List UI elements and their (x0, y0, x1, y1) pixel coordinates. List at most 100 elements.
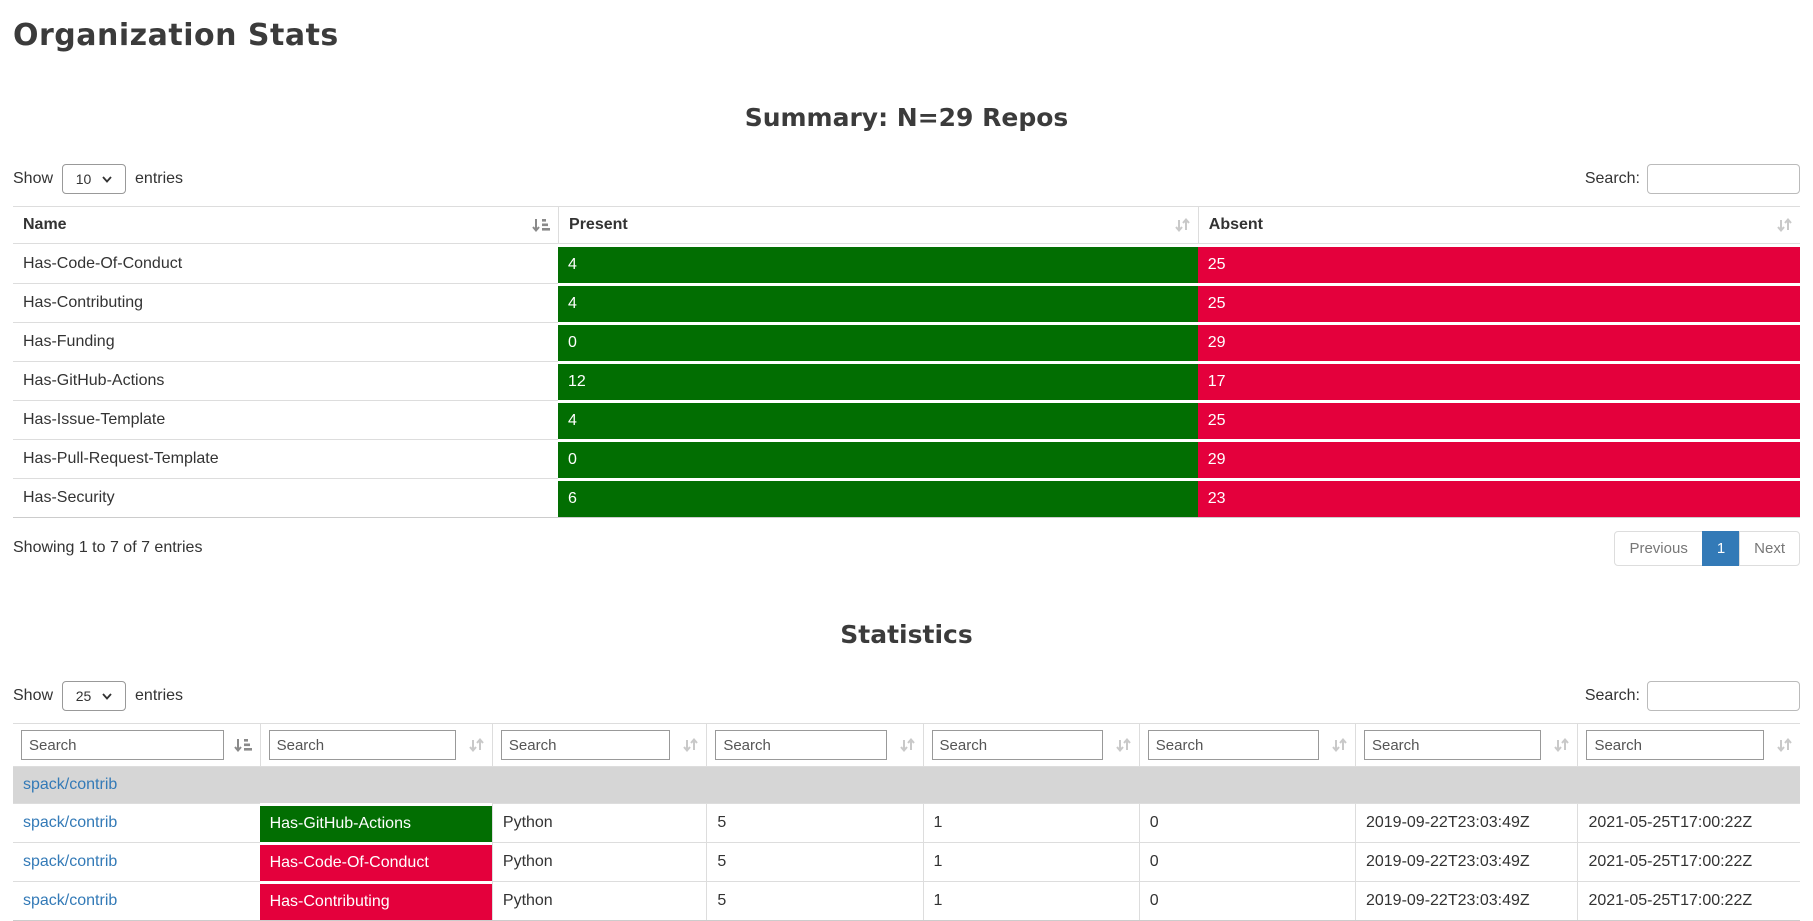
sort-both-icon (683, 737, 699, 753)
cell: Python (491, 803, 707, 842)
column-search-input[interactable] (500, 730, 671, 760)
absent-cell: 29 (1197, 322, 1800, 361)
column-search-input[interactable] (931, 730, 1103, 760)
table-row: spack/contrib Has-GitHub-Actions Python … (13, 803, 1800, 842)
page-length-value: 10 (75, 171, 92, 187)
chevron-down-icon (102, 175, 112, 183)
statistics-search-control: Search: (1585, 681, 1800, 711)
cell: Python (491, 881, 707, 920)
col-header-label: Present (569, 216, 628, 233)
column-search-input[interactable] (268, 730, 456, 760)
search-label: Search: (1584, 687, 1640, 704)
col-header-name[interactable]: Name (13, 206, 559, 244)
page-title: Organization Stats (13, 18, 339, 53)
present-cell: 6 (558, 478, 1198, 517)
col-header-1[interactable] (13, 723, 260, 767)
page-length-value: 25 (75, 688, 92, 704)
show-label: Show (13, 170, 54, 187)
page-1-button[interactable]: 1 (1701, 531, 1741, 566)
column-search-input[interactable] (1586, 730, 1764, 760)
cell: 5 (706, 881, 923, 920)
absent-cell: 25 (1197, 283, 1800, 322)
col-header-4[interactable] (706, 723, 923, 767)
table-row: Has-Funding 0 29 (13, 322, 1800, 361)
column-search-input[interactable] (715, 730, 887, 760)
page-container: Organization Stats Summary: N=29 Repos S… (0, 18, 1813, 921)
summary-pagination: Previous 1 Next (1614, 531, 1800, 566)
table-row: spack/contrib Has-Code-Of-Conduct Python… (13, 842, 1800, 881)
name-cell: Has-Contributing (13, 283, 559, 322)
entries-label: entries (135, 687, 184, 704)
col-header-5[interactable] (922, 723, 1139, 767)
column-search-input[interactable] (21, 730, 224, 760)
col-header-6[interactable] (1138, 723, 1355, 767)
summary-controls: Show 10 entries Search: (13, 164, 1800, 194)
statistics-heading: Statistics (840, 620, 973, 649)
cell: 2019-09-22T23:03:49Z (1354, 881, 1578, 920)
present-cell: 0 (558, 322, 1198, 361)
summary-table-footer: Showing 1 to 7 of 7 entries Previous 1 N… (13, 531, 1800, 566)
cell: 1 (922, 881, 1139, 920)
next-button[interactable]: Next (1739, 531, 1800, 566)
cell: 0 (1138, 881, 1355, 920)
col-header-7[interactable] (1354, 723, 1578, 767)
sort-both-icon (469, 737, 484, 753)
badge-cell: Has-Contributing (259, 881, 492, 920)
col-header-label: Name (23, 216, 67, 233)
sort-amount-asc-icon (233, 739, 252, 753)
summary-length-control: Show 10 entries (13, 164, 183, 194)
table-row: Has-Pull-Request-Template 0 29 (13, 439, 1800, 478)
sort-both-icon (1116, 737, 1131, 753)
cell: 2021-05-25T17:00:22Z (1577, 881, 1800, 920)
name-cell: Has-Funding (13, 322, 559, 361)
summary-info: Showing 1 to 7 of 7 entries (13, 539, 203, 556)
table-row: Has-Security 6 23 (13, 478, 1800, 517)
repo-cell: spack/contrib (13, 842, 260, 881)
summary-table: Name Present (13, 206, 1800, 518)
group-row: spack/contrib (13, 767, 1800, 803)
chevron-down-icon (102, 692, 112, 700)
summary-search-input[interactable] (1647, 164, 1800, 194)
cell: 0 (1138, 842, 1355, 881)
cell: 2021-05-25T17:00:22Z (1577, 803, 1800, 842)
absent-cell: 17 (1197, 361, 1800, 400)
col-header-present[interactable]: Present (558, 206, 1198, 244)
sort-both-icon (1175, 217, 1190, 233)
statistics-controls: Show 25 entries Search: (13, 681, 1800, 711)
sort-both-icon (899, 737, 915, 753)
repo-link[interactable]: spack/contrib (23, 814, 118, 831)
sort-both-icon (1777, 737, 1792, 753)
cell: 5 (706, 803, 923, 842)
badge-cell: Has-GitHub-Actions (259, 803, 492, 842)
group-cell: spack/contrib (13, 767, 1800, 803)
statistics-page-length-select[interactable]: 25 (62, 681, 127, 711)
present-cell: 0 (558, 439, 1198, 478)
present-cell: 4 (558, 400, 1198, 439)
previous-button[interactable]: Previous (1614, 531, 1703, 566)
col-header-8[interactable] (1577, 723, 1800, 767)
cell: 1 (922, 842, 1139, 881)
repo-link[interactable]: spack/contrib (23, 853, 118, 870)
absent-cell: 25 (1197, 400, 1800, 439)
statistics-search-input[interactable] (1647, 681, 1800, 711)
name-cell: Has-Security (13, 478, 559, 517)
sort-both-icon (1554, 737, 1570, 753)
cell: 1 (922, 803, 1139, 842)
repo-link[interactable]: spack/contrib (23, 776, 118, 793)
col-header-2[interactable] (259, 723, 492, 767)
summary-page-length-select[interactable]: 10 (62, 164, 127, 194)
search-label: Search: (1584, 170, 1640, 187)
column-search-input[interactable] (1363, 730, 1542, 760)
repo-link[interactable]: spack/contrib (23, 892, 118, 909)
cell: Python (491, 842, 707, 881)
col-header-absent[interactable]: Absent (1197, 206, 1800, 244)
col-header-3[interactable] (491, 723, 707, 767)
table-row: Has-Contributing 4 25 (13, 283, 1800, 322)
column-search-input[interactable] (1147, 730, 1319, 760)
summary-heading: Summary: N=29 Repos (744, 103, 1069, 132)
statistics-table: spack/contrib spack/contrib Has-GitHub-A… (13, 723, 1800, 921)
absent-cell: 23 (1197, 478, 1800, 517)
cell: 2019-09-22T23:03:49Z (1354, 842, 1578, 881)
col-header-label: Absent (1208, 216, 1263, 233)
cell: 0 (1138, 803, 1355, 842)
